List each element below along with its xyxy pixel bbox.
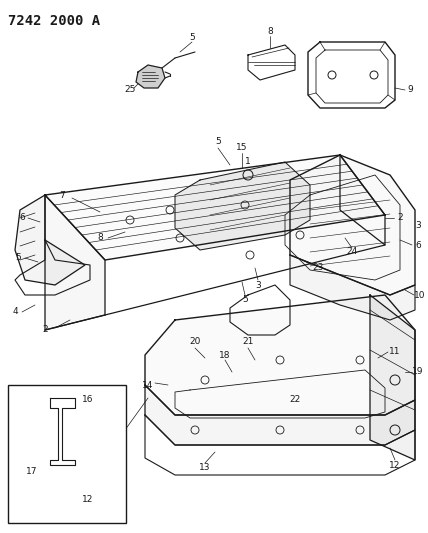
Text: 3: 3 xyxy=(415,221,421,230)
Text: 11: 11 xyxy=(389,348,401,357)
Polygon shape xyxy=(175,162,310,250)
Text: 24: 24 xyxy=(346,247,358,256)
Text: 4: 4 xyxy=(12,308,18,317)
Polygon shape xyxy=(370,295,415,460)
Text: 6: 6 xyxy=(19,214,25,222)
Polygon shape xyxy=(45,155,385,260)
Text: 22: 22 xyxy=(289,395,300,405)
Text: 13: 13 xyxy=(199,464,211,472)
Text: 8: 8 xyxy=(97,233,103,243)
Text: 15: 15 xyxy=(236,143,248,152)
Text: 8: 8 xyxy=(267,28,273,36)
Text: 25: 25 xyxy=(124,85,136,94)
Bar xyxy=(8,385,126,523)
Text: 5: 5 xyxy=(15,254,21,262)
Text: 14: 14 xyxy=(143,381,154,390)
Text: 5: 5 xyxy=(215,138,221,147)
Polygon shape xyxy=(15,195,85,285)
Text: 10: 10 xyxy=(414,290,426,300)
Polygon shape xyxy=(136,65,165,88)
Text: 12: 12 xyxy=(389,461,401,470)
Text: 9: 9 xyxy=(407,85,413,94)
Text: 1: 1 xyxy=(245,157,251,166)
Text: 5: 5 xyxy=(242,295,248,304)
Circle shape xyxy=(59,469,65,475)
Polygon shape xyxy=(290,155,415,295)
Polygon shape xyxy=(290,255,415,320)
Text: 21: 21 xyxy=(242,337,254,346)
Text: 3: 3 xyxy=(255,280,261,289)
Text: 6: 6 xyxy=(415,240,421,249)
Text: 7: 7 xyxy=(59,190,65,199)
Text: 16: 16 xyxy=(82,395,94,405)
Text: 18: 18 xyxy=(219,351,231,359)
Polygon shape xyxy=(58,395,72,408)
Text: 2: 2 xyxy=(397,214,403,222)
Polygon shape xyxy=(145,385,415,445)
Text: 7242 2000 A: 7242 2000 A xyxy=(8,14,100,28)
Text: 23: 23 xyxy=(312,263,324,272)
Text: 17: 17 xyxy=(26,467,38,477)
Text: 19: 19 xyxy=(412,367,424,376)
Text: 5: 5 xyxy=(189,34,195,43)
Text: 12: 12 xyxy=(82,496,94,505)
Text: 20: 20 xyxy=(189,337,201,346)
Polygon shape xyxy=(145,295,415,415)
Polygon shape xyxy=(45,195,105,330)
Text: 2: 2 xyxy=(42,326,48,335)
